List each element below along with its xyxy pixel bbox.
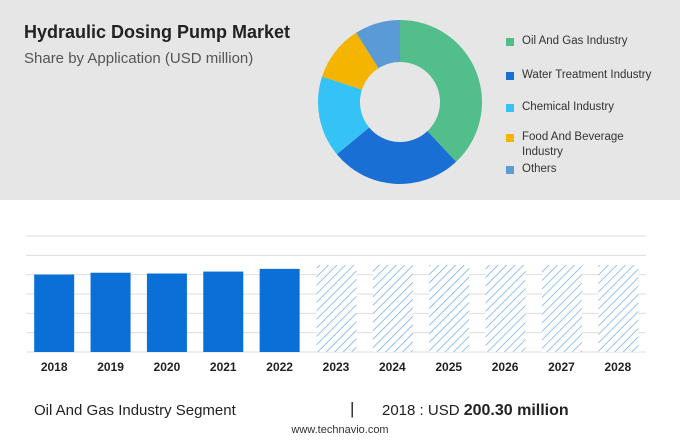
bar-2020: [146, 273, 187, 352]
segment-label: Oil And Gas Industry Segment: [34, 402, 236, 419]
legend-item: Oil And Gas Industry: [506, 34, 652, 49]
legend-label: Food And Beverage Industry: [522, 131, 624, 158]
segment-year-label: 2018 : USD: [382, 402, 460, 419]
chart-title: Hydraulic Dosing Pump Market: [24, 22, 291, 42]
x-tick-label: 2018: [41, 360, 68, 374]
x-tick-label: 2024: [379, 360, 406, 374]
bar-2018: [34, 274, 75, 352]
bar-2022: [259, 268, 300, 352]
legend-swatch: [506, 104, 514, 112]
bar-2019: [90, 272, 131, 352]
donut-slice-water-treatment-industry: [336, 127, 457, 184]
x-tick-label: 2020: [154, 360, 181, 374]
bar-2021: [203, 271, 244, 352]
x-tick-label: 2023: [323, 360, 350, 374]
legend-item: Others: [506, 162, 652, 177]
donut-chart: [318, 20, 482, 184]
legend-item: Water Treatment Industry: [506, 68, 652, 83]
forecast-bar-2027: [541, 265, 582, 352]
legend-swatch: [506, 72, 514, 80]
forecast-bar-2025: [429, 265, 470, 352]
x-tick-label: 2027: [548, 360, 575, 374]
forecast-bar-2026: [485, 265, 526, 352]
legend-swatch: [506, 166, 514, 174]
legend-item: Chemical Industry: [506, 100, 652, 115]
chart-subtitle: Share by Application (USD million): [24, 50, 254, 67]
x-tick-label: 2022: [266, 360, 293, 374]
x-tick-label: 2028: [604, 360, 631, 374]
x-tick-label: 2026: [492, 360, 519, 374]
legend-label: Water Treatment Industry: [522, 69, 652, 81]
legend-label: Chemical Industry: [522, 101, 615, 113]
forecast-bar-2023: [316, 265, 357, 352]
donut-slice-oil-and-gas-industry: [400, 20, 482, 162]
legend-label: Others: [522, 163, 557, 175]
donut-slice-food-and-beverage-industry: [322, 32, 379, 90]
legend-label: Oil And Gas Industry: [522, 35, 628, 47]
x-tick-label: 2019: [97, 360, 124, 374]
donut-slice-chemical-industry: [318, 76, 370, 155]
legend-swatch: [506, 134, 514, 142]
forecast-bar-2028: [598, 265, 639, 352]
legend-swatch: [506, 38, 514, 46]
donut-slice-others: [356, 20, 400, 69]
x-tick-label: 2021: [210, 360, 237, 374]
source-link[interactable]: www.technavio.com: [291, 424, 389, 436]
x-tick-label: 2025: [435, 360, 462, 374]
footer-separator: |: [350, 399, 355, 418]
segment-value-amount: 200.30 million: [463, 402, 569, 419]
forecast-bar-2024: [372, 265, 413, 352]
segment-value: 2018 : USD 200.30 million: [382, 402, 569, 420]
legend-item: Food And Beverage Industry: [506, 130, 652, 160]
bar-chart: 2018 2019 2020 2021 2022 2023 2024 2025 2026 2027…: [26, 235, 646, 374]
